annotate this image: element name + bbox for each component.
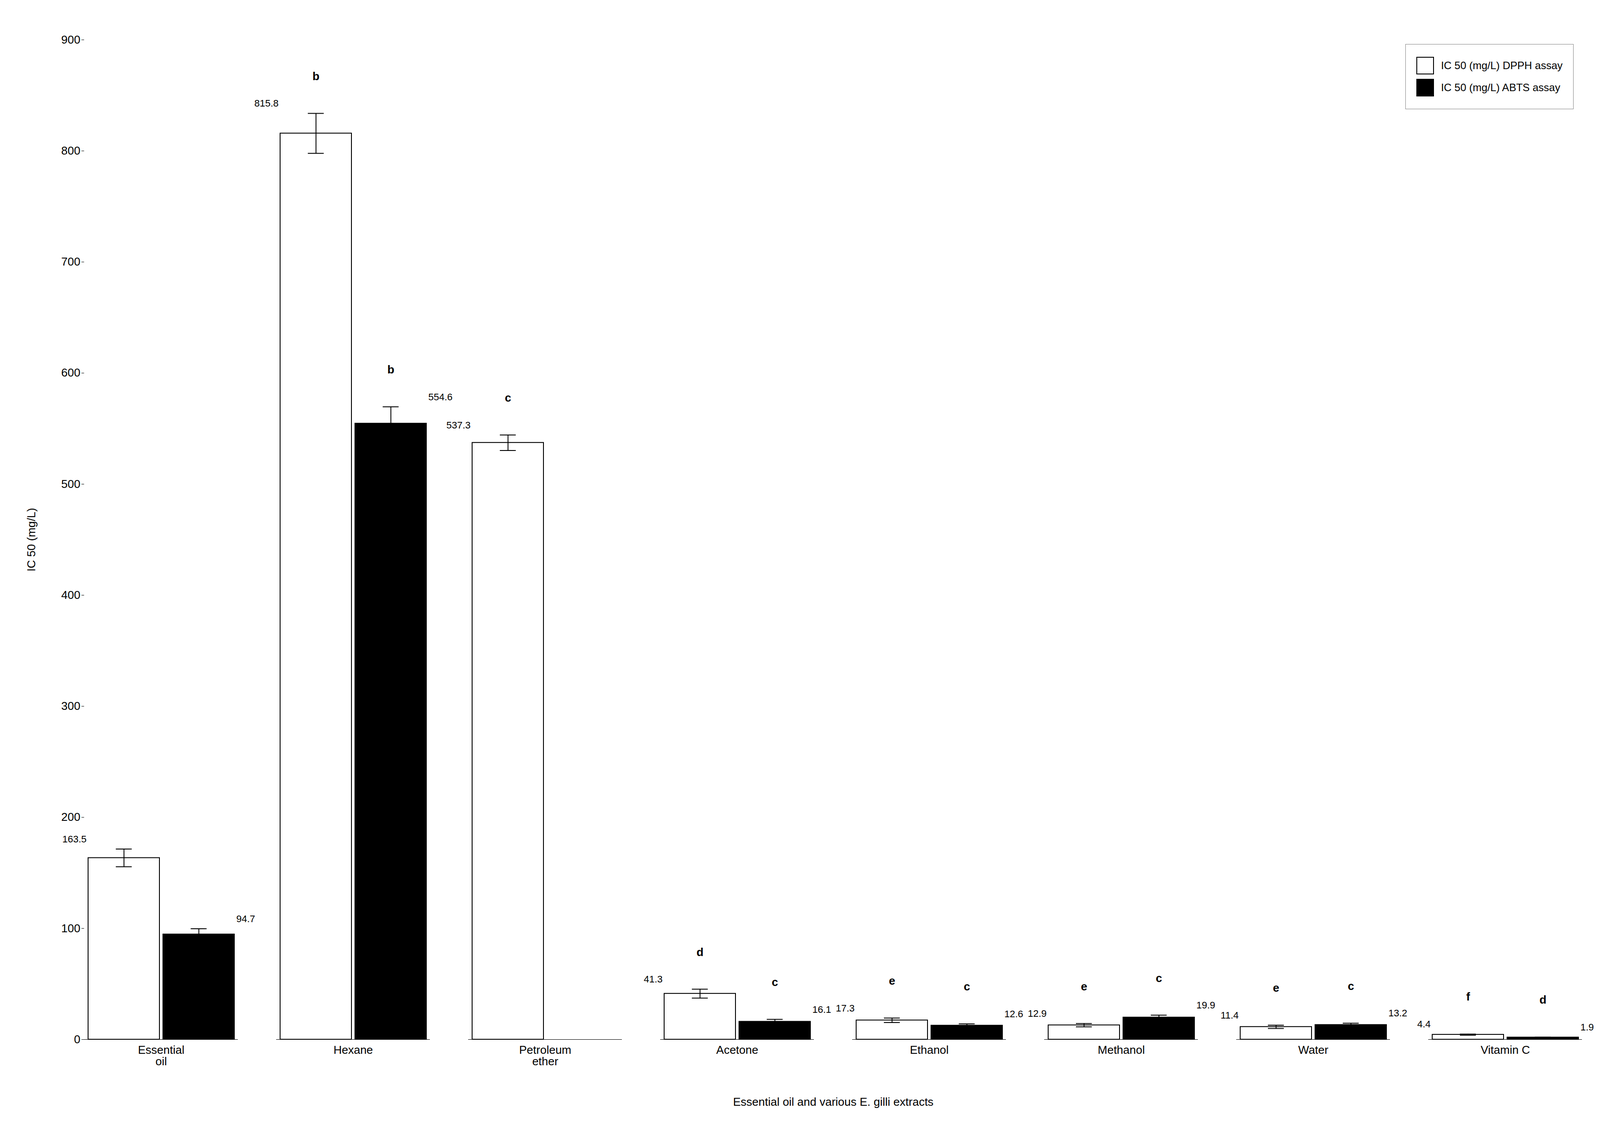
svg-text:c: c <box>963 979 970 994</box>
svg-text:19.9: 19.9 <box>1196 999 1216 1011</box>
svg-text:Vitamin C: Vitamin C <box>1480 1043 1530 1057</box>
svg-text:e: e <box>888 974 895 988</box>
svg-text:f: f <box>1466 990 1471 1004</box>
svg-text:4.4: 4.4 <box>1417 1018 1431 1030</box>
svg-text:300: 300 <box>61 699 81 713</box>
svg-text:0: 0 <box>73 1032 81 1046</box>
svg-text:IC 50 (mg/L): IC 50 (mg/L) <box>24 507 38 572</box>
svg-text:c: c <box>504 391 511 405</box>
svg-text:Petroleumether: Petroleumether <box>519 1043 572 1068</box>
svg-text:537.3: 537.3 <box>446 419 471 431</box>
svg-text:Essential oil and various E. g: Essential oil and various E. gilli extra… <box>732 1095 934 1109</box>
svg-text:Hexane: Hexane <box>333 1043 374 1057</box>
svg-text:600: 600 <box>61 365 81 380</box>
svg-text:b: b <box>387 362 395 377</box>
svg-text:200: 200 <box>61 810 81 824</box>
svg-text:d: d <box>696 945 704 959</box>
svg-text:d: d <box>1539 993 1547 1007</box>
html-text:IC 50 (mg/L) DPPH assay: IC 50 (mg/L) DPPH assay <box>1440 59 1563 72</box>
svg-text:1.9: 1.9 <box>1580 1021 1594 1033</box>
svg-text:Acetone: Acetone <box>716 1043 758 1057</box>
svg-text:815.8: 815.8 <box>254 97 279 109</box>
svg-text:13.2: 13.2 <box>1388 1007 1408 1019</box>
svg-text:41.3: 41.3 <box>643 973 663 985</box>
html-text:IC 50 (mg/L) ABTS assay: IC 50 (mg/L) ABTS assay <box>1440 81 1561 94</box>
svg-text:163.5: 163.5 <box>62 833 87 845</box>
svg-text:Water: Water <box>1298 1043 1329 1057</box>
svg-text:12.9: 12.9 <box>1027 1008 1047 1020</box>
svg-text:Essentialoil: Essentialoil <box>137 1043 185 1068</box>
svg-text:e: e <box>1080 979 1087 994</box>
svg-text:100: 100 <box>61 921 81 935</box>
svg-text:12.6: 12.6 <box>1004 1008 1024 1020</box>
svg-text:Methanol: Methanol <box>1097 1043 1146 1057</box>
svg-text:e: e <box>1272 981 1279 995</box>
svg-text:17.3: 17.3 <box>835 1002 855 1014</box>
svg-text:700: 700 <box>61 254 81 269</box>
svg-text:b: b <box>312 69 320 83</box>
svg-text:c: c <box>1155 971 1162 985</box>
svg-text:94.7: 94.7 <box>236 913 255 925</box>
svg-text:16.1: 16.1 <box>812 1004 832 1016</box>
svg-text:800: 800 <box>61 144 81 158</box>
svg-text:554.6: 554.6 <box>428 391 453 403</box>
svg-text:900: 900 <box>61 33 81 47</box>
svg-text:c: c <box>771 975 778 989</box>
svg-text:Ethanol: Ethanol <box>909 1043 949 1057</box>
svg-text:11.4: 11.4 <box>1220 1009 1239 1021</box>
svg-text:400: 400 <box>61 588 81 602</box>
svg-text:500: 500 <box>61 477 81 491</box>
svg-text:c: c <box>1347 979 1354 993</box>
